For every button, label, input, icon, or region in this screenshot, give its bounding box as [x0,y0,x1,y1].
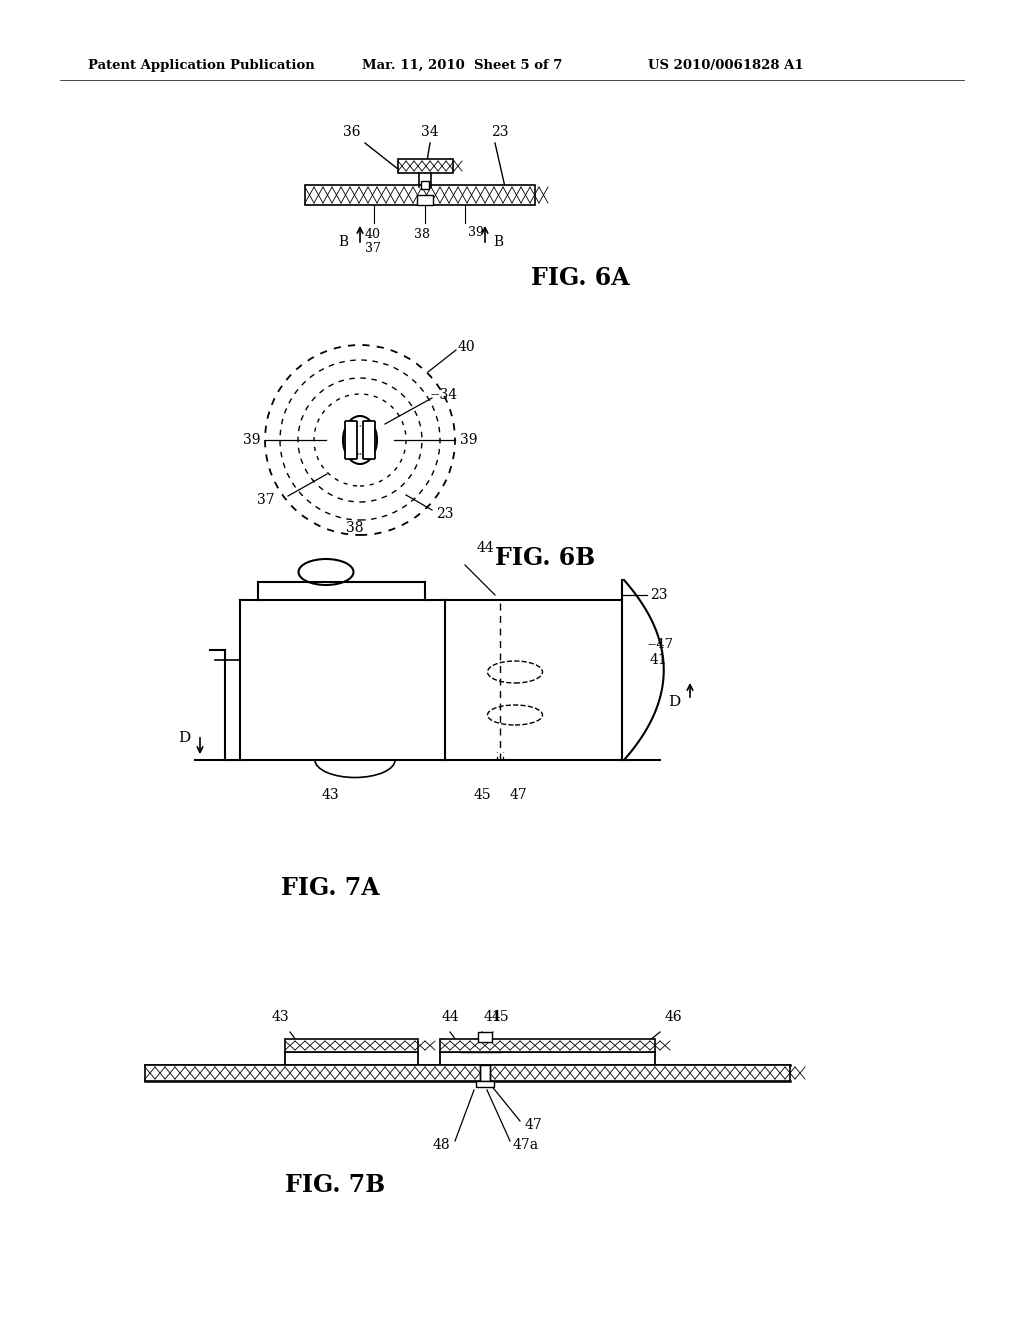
Text: FIG. 7B: FIG. 7B [285,1173,385,1197]
Bar [285,1039,418,1052]
Bar [417,195,433,205]
Text: 38: 38 [346,521,364,535]
FancyBboxPatch shape [362,421,375,459]
Text: 34: 34 [421,125,439,139]
Text: 41: 41 [483,1010,501,1024]
Text: 48: 48 [432,1138,450,1152]
Text: D: D [178,731,190,744]
Text: 47a: 47a [513,1138,539,1152]
Text: 45: 45 [492,1010,509,1024]
Text: 44: 44 [441,1010,459,1024]
Text: --34: --34 [430,388,457,403]
Text: 23: 23 [492,125,509,139]
Bar [480,1065,490,1081]
Bar [305,185,535,205]
Bar [145,1065,790,1081]
Text: FIG. 6A: FIG. 6A [530,267,630,290]
Text: 37: 37 [257,492,275,507]
Bar [476,1081,494,1086]
Text: 39: 39 [460,433,477,447]
Bar [398,158,453,173]
Text: 23: 23 [650,587,668,602]
Bar [421,181,429,189]
Text: 47: 47 [525,1118,543,1133]
Text: 45: 45 [473,788,490,803]
Text: D: D [668,696,680,709]
Bar [440,1039,655,1052]
Text: 43: 43 [322,788,339,803]
Text: 37: 37 [365,242,381,255]
Text: B: B [493,235,503,249]
Text: 39: 39 [243,433,260,447]
Text: FIG. 6B: FIG. 6B [495,546,595,570]
Text: Patent Application Publication: Patent Application Publication [88,58,314,71]
FancyBboxPatch shape [345,421,357,459]
Text: FIG. 7A: FIG. 7A [281,876,379,900]
Text: 23: 23 [436,507,454,521]
Text: 36: 36 [343,125,360,139]
Text: US 2010/0061828 A1: US 2010/0061828 A1 [648,58,804,71]
Text: 38: 38 [414,228,430,242]
Text: 46: 46 [665,1010,683,1024]
Text: --47: --47 [647,639,673,652]
Text: B: B [338,235,348,249]
Text: 41: 41 [650,653,668,667]
Bar [478,1032,492,1041]
Text: 43: 43 [271,1010,289,1024]
Text: 44: 44 [476,541,494,554]
Text: 40: 40 [458,341,475,354]
Text: 40: 40 [365,228,381,242]
Text: Mar. 11, 2010  Sheet 5 of 7: Mar. 11, 2010 Sheet 5 of 7 [362,58,562,71]
Text: 47: 47 [509,788,527,803]
Text: 39: 39 [468,226,484,239]
